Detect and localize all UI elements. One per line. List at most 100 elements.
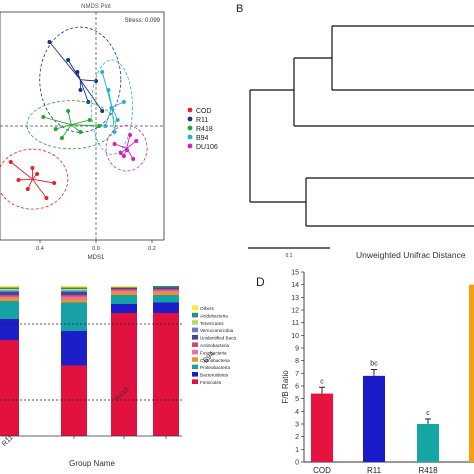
stack-legend-label: Fusobacteria <box>200 350 227 355</box>
fb-y-tick-label: 7 <box>295 371 299 378</box>
nmds-legend-label: COD <box>196 108 212 115</box>
fb-y-tick-label: 5 <box>295 396 299 403</box>
nmds-legend-label: DU106 <box>196 144 218 151</box>
fb-y-tick-label: 11 <box>292 320 299 327</box>
nmds-spoke-r418 <box>71 119 90 126</box>
stack-legend-label: Verrucomicrobia <box>200 328 234 333</box>
nmds-spoke-r418 <box>71 124 100 127</box>
fb-y-tick-label: 8 <box>295 358 299 365</box>
nmds-spoke-b94 <box>107 89 113 108</box>
panel-b-letter: B <box>236 3 243 15</box>
stack-legend-swatch <box>192 342 198 347</box>
nmds-x-label: MDS1 <box>88 255 105 261</box>
stack-segment-fusobacteria <box>153 290 179 292</box>
nmds-x-tick-label: 0.2 <box>148 246 156 252</box>
stack-legend: Others Acidobacteria Tenericutes Verrucomic… <box>192 305 236 385</box>
nmds-point-r11 <box>75 70 80 74</box>
nmds-point-r11 <box>47 40 52 44</box>
stack-legend-swatch <box>192 312 198 318</box>
stack-legend-swatch <box>192 335 198 340</box>
nmds-ellipse-cod <box>0 148 69 210</box>
stack-segment-others <box>0 286 19 288</box>
stack-legend-label: Unidentified Bacteria <box>200 336 236 341</box>
fb-y-tick-label: 3 <box>295 422 299 429</box>
fb-y-tick-label: 4 <box>295 409 299 416</box>
nmds-x-tick-label: 0.4 <box>36 246 44 252</box>
nmds-point-r418 <box>59 136 64 140</box>
stacked-bars <box>0 286 179 436</box>
nmds-spoke-r418 <box>43 116 72 126</box>
stack-segment-others <box>61 286 87 288</box>
stack-segment-unidentified-bacteria <box>111 287 137 289</box>
fb-y-tick-label: 15 <box>291 270 299 277</box>
nmds-spoke-du106 <box>126 140 137 149</box>
dendrogram-caption: Unweighted Unifrac Distance <box>356 250 466 260</box>
fb-y-tick-label: 13 <box>291 295 299 302</box>
stack-segment-firmicutes <box>153 313 179 436</box>
nmds-point-r418 <box>78 130 83 134</box>
stack-segment-cyanobacteria <box>111 292 137 295</box>
stack-segment-proteobacteria <box>0 301 19 319</box>
fb-y-tick-label: 14 <box>291 282 299 289</box>
nmds-point-r418 <box>97 124 102 128</box>
stack-legend-swatch <box>192 364 198 370</box>
nmds-legend-label: R418 <box>196 126 213 133</box>
stack-legend-label: Actinobacteria <box>200 343 230 348</box>
stack-segment-tenericutes <box>0 289 19 291</box>
nmds-point-r418 <box>53 127 58 131</box>
nmds-point-cod <box>35 172 40 176</box>
stack-segment-firmicutes <box>0 340 19 436</box>
nmds-ellipse-du106 <box>105 125 148 172</box>
nmds-point-r11 <box>86 100 91 104</box>
stack-segment-proteobacteria <box>111 295 137 304</box>
nmds-point-du106 <box>112 142 117 146</box>
stack-segment-bacteroidetes <box>111 304 137 313</box>
nmds-legend-marker <box>187 116 193 122</box>
nmds-marks <box>0 26 148 210</box>
nmds-point-du106 <box>121 154 126 158</box>
nmds-point-b94 <box>103 124 108 128</box>
nmds-point-r11 <box>100 109 105 113</box>
stack-segment-actinobacteria <box>0 295 19 297</box>
stack-legend-swatch <box>192 372 198 377</box>
nmds-legend-label: B94 <box>196 135 209 142</box>
stack-segment-acidobacteria <box>61 287 87 289</box>
stack-legend-label: Firmicutes <box>200 380 222 385</box>
nmds-spoke-r11 <box>79 79 89 103</box>
stack-segment-firmicutes <box>111 313 137 436</box>
stack-segment-verrucomicrobia <box>61 290 87 292</box>
fb-y-tick-label: 9 <box>295 346 299 353</box>
stack-segment-fusobacteria <box>111 290 137 292</box>
panel-d-letter: D <box>256 275 265 289</box>
fb-bar-cod <box>311 393 333 462</box>
fb-x-tick-label: COD <box>313 466 331 474</box>
stack-segment-unidentified-bacteria <box>153 287 179 289</box>
stack-legend-label: Others <box>200 306 214 311</box>
nmds-spoke-b94 <box>104 106 113 127</box>
stack-segment-unidentified-bacteria <box>0 292 19 295</box>
fb-bar-r418 <box>417 424 439 462</box>
stack-legend-label: Proteobacteria <box>200 365 230 370</box>
nmds-point-r418 <box>66 109 71 113</box>
nmds-spoke-r11 <box>49 41 81 80</box>
nmds-point-b94 <box>115 118 120 122</box>
stack-segment-cyanobacteria <box>0 298 19 301</box>
stack-segment-cyanobacteria <box>153 292 179 295</box>
nmds-point-du106 <box>118 151 123 155</box>
nmds-stress: Stress: 0.099 <box>125 18 161 24</box>
nmds-spoke-r418 <box>55 124 72 130</box>
stack-segment-tenericutes <box>61 289 87 291</box>
fb-x-tick-label: R11 <box>367 466 382 474</box>
nmds-point-r418 <box>87 118 92 122</box>
nmds-point-cod <box>16 178 21 182</box>
fb-significance-letter: bc <box>370 361 378 368</box>
nmds-point-b94 <box>100 70 105 74</box>
nmds-spoke-du106 <box>114 143 127 149</box>
nmds-ellipse-b94 <box>91 59 133 155</box>
stack-legend-swatch <box>192 320 198 325</box>
stack-segment-verrucomicrobia <box>0 290 19 292</box>
nmds-spoke-r418 <box>67 110 72 125</box>
stack-segment-actinobacteria <box>153 289 179 291</box>
